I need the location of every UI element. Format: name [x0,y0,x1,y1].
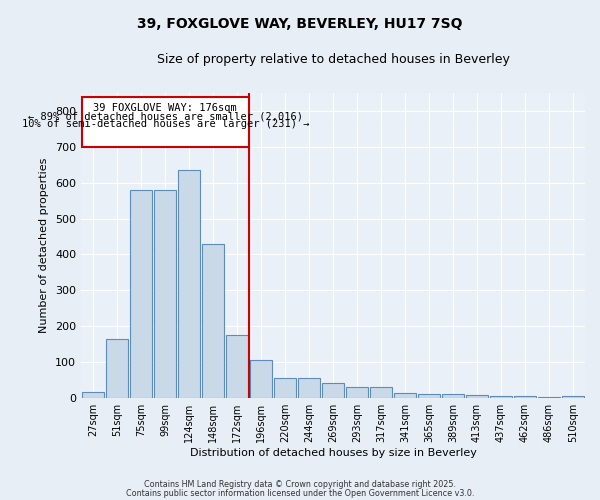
Bar [82,392,104,398]
Bar [562,396,584,398]
Title: Size of property relative to detached houses in Beverley: Size of property relative to detached ho… [157,52,509,66]
Text: Contains HM Land Registry data © Crown copyright and database right 2025.: Contains HM Land Registry data © Crown c… [144,480,456,489]
Bar [274,378,296,398]
Bar [490,396,512,398]
Y-axis label: Number of detached properties: Number of detached properties [40,158,49,333]
FancyBboxPatch shape [82,96,249,147]
Bar [178,170,200,398]
Bar [466,395,488,398]
Bar [346,387,368,398]
Text: 39, FOXGLOVE WAY, BEVERLEY, HU17 7SQ: 39, FOXGLOVE WAY, BEVERLEY, HU17 7SQ [137,18,463,32]
Bar [298,378,320,398]
Bar [106,338,128,398]
Bar [130,190,152,398]
Bar [226,335,248,398]
Text: Contains public sector information licensed under the Open Government Licence v3: Contains public sector information licen… [126,488,474,498]
Bar [154,190,176,398]
X-axis label: Distribution of detached houses by size in Beverley: Distribution of detached houses by size … [190,448,476,458]
Text: 10% of semi-detached houses are larger (231) →: 10% of semi-detached houses are larger (… [22,119,309,129]
Bar [394,394,416,398]
Bar [514,396,536,398]
Text: ← 89% of detached houses are smaller (2,016): ← 89% of detached houses are smaller (2,… [28,112,303,122]
Bar [202,244,224,398]
Bar [442,394,464,398]
Bar [250,360,272,398]
Bar [418,394,440,398]
Bar [370,387,392,398]
Bar [322,384,344,398]
Text: 39 FOXGLOVE WAY: 176sqm: 39 FOXGLOVE WAY: 176sqm [94,103,237,113]
